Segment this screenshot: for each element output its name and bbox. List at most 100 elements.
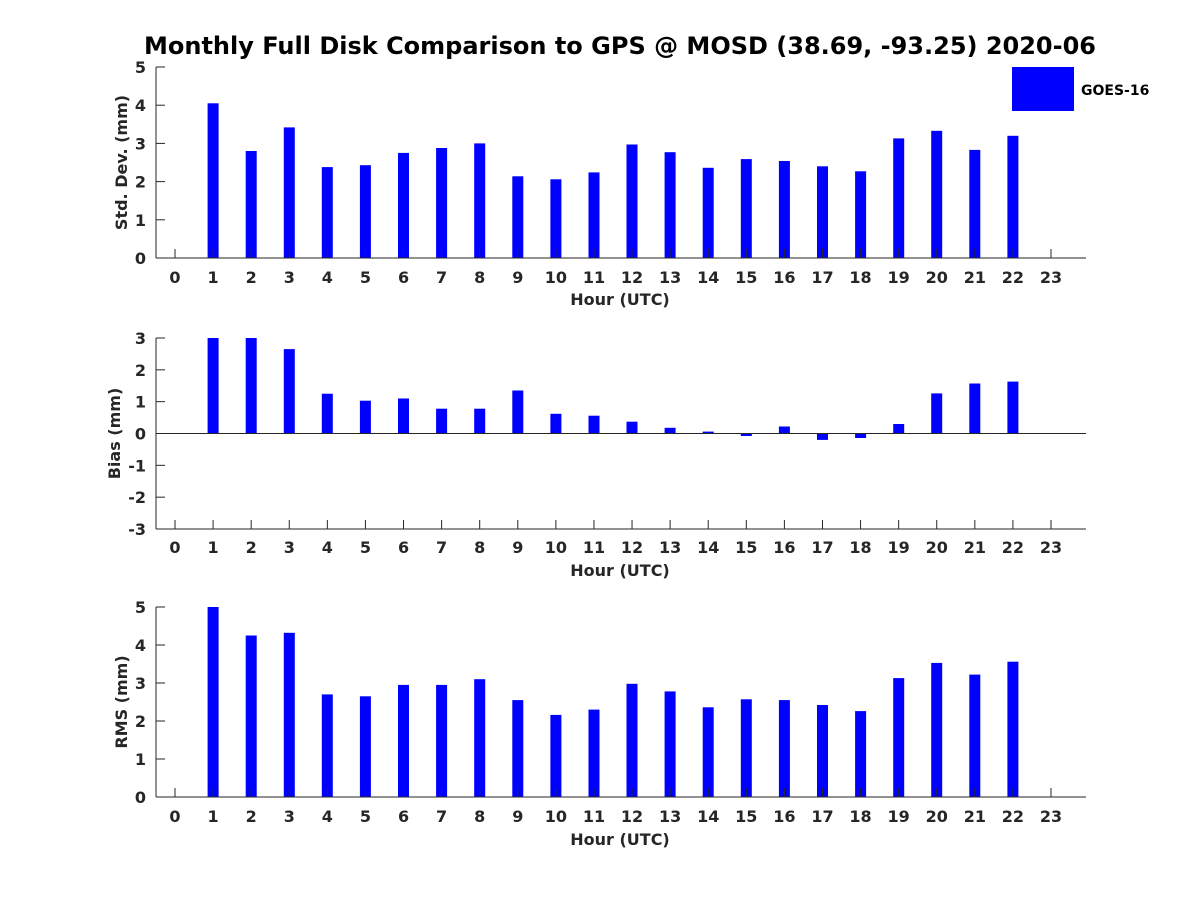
y-tick-label-bias--3: -3 (128, 520, 146, 539)
x-tick-label-std-dev-17: 17 (811, 268, 833, 287)
bar-std-dev-hour-9 (512, 176, 524, 258)
x-tick-label-std-dev-23: 23 (1040, 268, 1062, 287)
bar-rms-hour-4 (321, 694, 333, 797)
x-axis-label-rms: Hour (UTC) (570, 830, 670, 849)
bar-std-dev-hour-16 (778, 161, 790, 258)
x-tick-label-rms-22: 22 (1002, 807, 1024, 826)
bar-bias-hour-10 (550, 413, 562, 434)
y-tick-label-bias-2: 2 (135, 361, 146, 380)
x-tick-label-bias-4: 4 (322, 538, 333, 557)
bar-bias-hour-9 (512, 390, 524, 434)
bar-std-dev-hour-6 (398, 152, 409, 258)
bar-rms-hour-12 (626, 683, 638, 797)
bar-std-dev-hour-4 (321, 167, 333, 258)
x-tick-label-rms-11: 11 (583, 807, 605, 826)
x-tick-label-std-dev-19: 19 (888, 268, 910, 287)
bar-bias-hour-18 (855, 433, 867, 438)
x-tick-label-rms-20: 20 (926, 807, 948, 826)
bar-std-dev-hour-7 (436, 148, 448, 258)
bar-std-dev-hour-13 (664, 152, 676, 258)
bar-rms-hour-6 (398, 684, 409, 797)
x-tick-label-std-dev-3: 3 (284, 268, 295, 287)
bar-rms-hour-21 (969, 674, 981, 797)
x-tick-label-bias-21: 21 (964, 538, 986, 557)
x-tick-label-bias-7: 7 (436, 538, 447, 557)
y-tick-label-std-dev-4: 4 (135, 96, 146, 115)
x-tick-label-bias-15: 15 (735, 538, 757, 557)
bar-std-dev-hour-5 (359, 165, 371, 258)
x-tick-label-std-dev-14: 14 (697, 268, 719, 287)
x-tick-label-rms-9: 9 (512, 807, 523, 826)
x-tick-label-bias-12: 12 (621, 538, 643, 557)
bar-std-dev-hour-14 (702, 167, 714, 258)
bar-bias-hour-6 (398, 398, 409, 434)
bar-rms-hour-16 (778, 700, 790, 797)
x-tick-label-std-dev-8: 8 (474, 268, 485, 287)
bar-std-dev-hour-21 (969, 149, 981, 258)
x-tick-label-rms-17: 17 (811, 807, 833, 826)
y-tick-label-std-dev-5: 5 (135, 58, 146, 77)
bar-rms-hour-1 (207, 607, 219, 797)
bar-bias-hour-2 (245, 338, 257, 434)
y-axis-label-std-dev: Std. Dev. (mm) (112, 95, 131, 230)
bar-bias-hour-15 (740, 433, 752, 436)
x-tick-label-rms-0: 0 (169, 807, 180, 826)
x-tick-label-std-dev-21: 21 (964, 268, 986, 287)
x-tick-label-rms-2: 2 (246, 807, 257, 826)
x-tick-label-rms-15: 15 (735, 807, 757, 826)
x-tick-label-std-dev-12: 12 (621, 268, 643, 287)
bar-rms-hour-8 (474, 679, 486, 797)
x-tick-label-std-dev-11: 11 (583, 268, 605, 287)
y-tick-label-std-dev-2: 2 (135, 173, 146, 192)
x-tick-label-bias-17: 17 (811, 538, 833, 557)
bar-std-dev-hour-11 (588, 172, 600, 258)
bar-bias-hour-17 (817, 433, 828, 440)
bar-bias-hour-1 (207, 338, 219, 434)
y-tick-label-rms-3: 3 (135, 674, 146, 693)
x-tick-label-rms-1: 1 (208, 807, 219, 826)
bar-bias-hour-5 (359, 400, 371, 434)
bar-bias-hour-21 (969, 383, 981, 434)
x-axis-label-bias: Hour (UTC) (570, 561, 670, 580)
x-tick-label-bias-5: 5 (360, 538, 371, 557)
x-tick-label-rms-19: 19 (888, 807, 910, 826)
bar-rms-hour-2 (245, 635, 257, 797)
legend-swatch-goes-16 (1012, 67, 1074, 111)
x-tick-label-std-dev-6: 6 (398, 268, 409, 287)
y-tick-label-rms-4: 4 (135, 636, 146, 655)
x-tick-label-bias-20: 20 (926, 538, 948, 557)
x-tick-label-bias-19: 19 (888, 538, 910, 557)
bar-rms-hour-5 (359, 696, 371, 797)
bar-rms-hour-3 (283, 632, 295, 797)
y-tick-label-rms-1: 1 (135, 750, 146, 769)
x-tick-label-bias-1: 1 (208, 538, 219, 557)
y-tick-label-rms-5: 5 (135, 598, 146, 617)
bar-rms-hour-9 (512, 700, 524, 797)
x-tick-label-bias-9: 9 (512, 538, 523, 557)
bar-bias-hour-11 (588, 415, 600, 434)
bar-bias-hour-7 (436, 408, 448, 434)
bar-std-dev-hour-2 (245, 151, 257, 258)
x-tick-label-rms-14: 14 (697, 807, 719, 826)
chart-title: Monthly Full Disk Comparison to GPS @ MO… (144, 32, 1096, 60)
y-axis-label-bias: Bias (mm) (105, 388, 124, 480)
bar-bias-hour-8 (474, 408, 486, 434)
x-tick-label-std-dev-7: 7 (436, 268, 447, 287)
x-tick-label-bias-11: 11 (583, 538, 605, 557)
x-tick-label-bias-13: 13 (659, 538, 681, 557)
bar-rms-hour-18 (855, 711, 867, 797)
bar-std-dev-hour-15 (740, 159, 752, 258)
y-tick-label-bias--2: -2 (128, 488, 146, 507)
y-tick-label-bias-1: 1 (135, 393, 146, 412)
x-tick-label-std-dev-20: 20 (926, 268, 948, 287)
bar-rms-hour-19 (893, 678, 905, 797)
legend: GOES-16 (1012, 67, 1149, 111)
bar-rms-hour-17 (817, 705, 828, 797)
x-tick-label-bias-22: 22 (1002, 538, 1024, 557)
x-tick-label-bias-18: 18 (849, 538, 871, 557)
y-axis-label-rms: RMS (mm) (112, 655, 131, 748)
y-tick-label-bias--1: -1 (128, 456, 146, 475)
